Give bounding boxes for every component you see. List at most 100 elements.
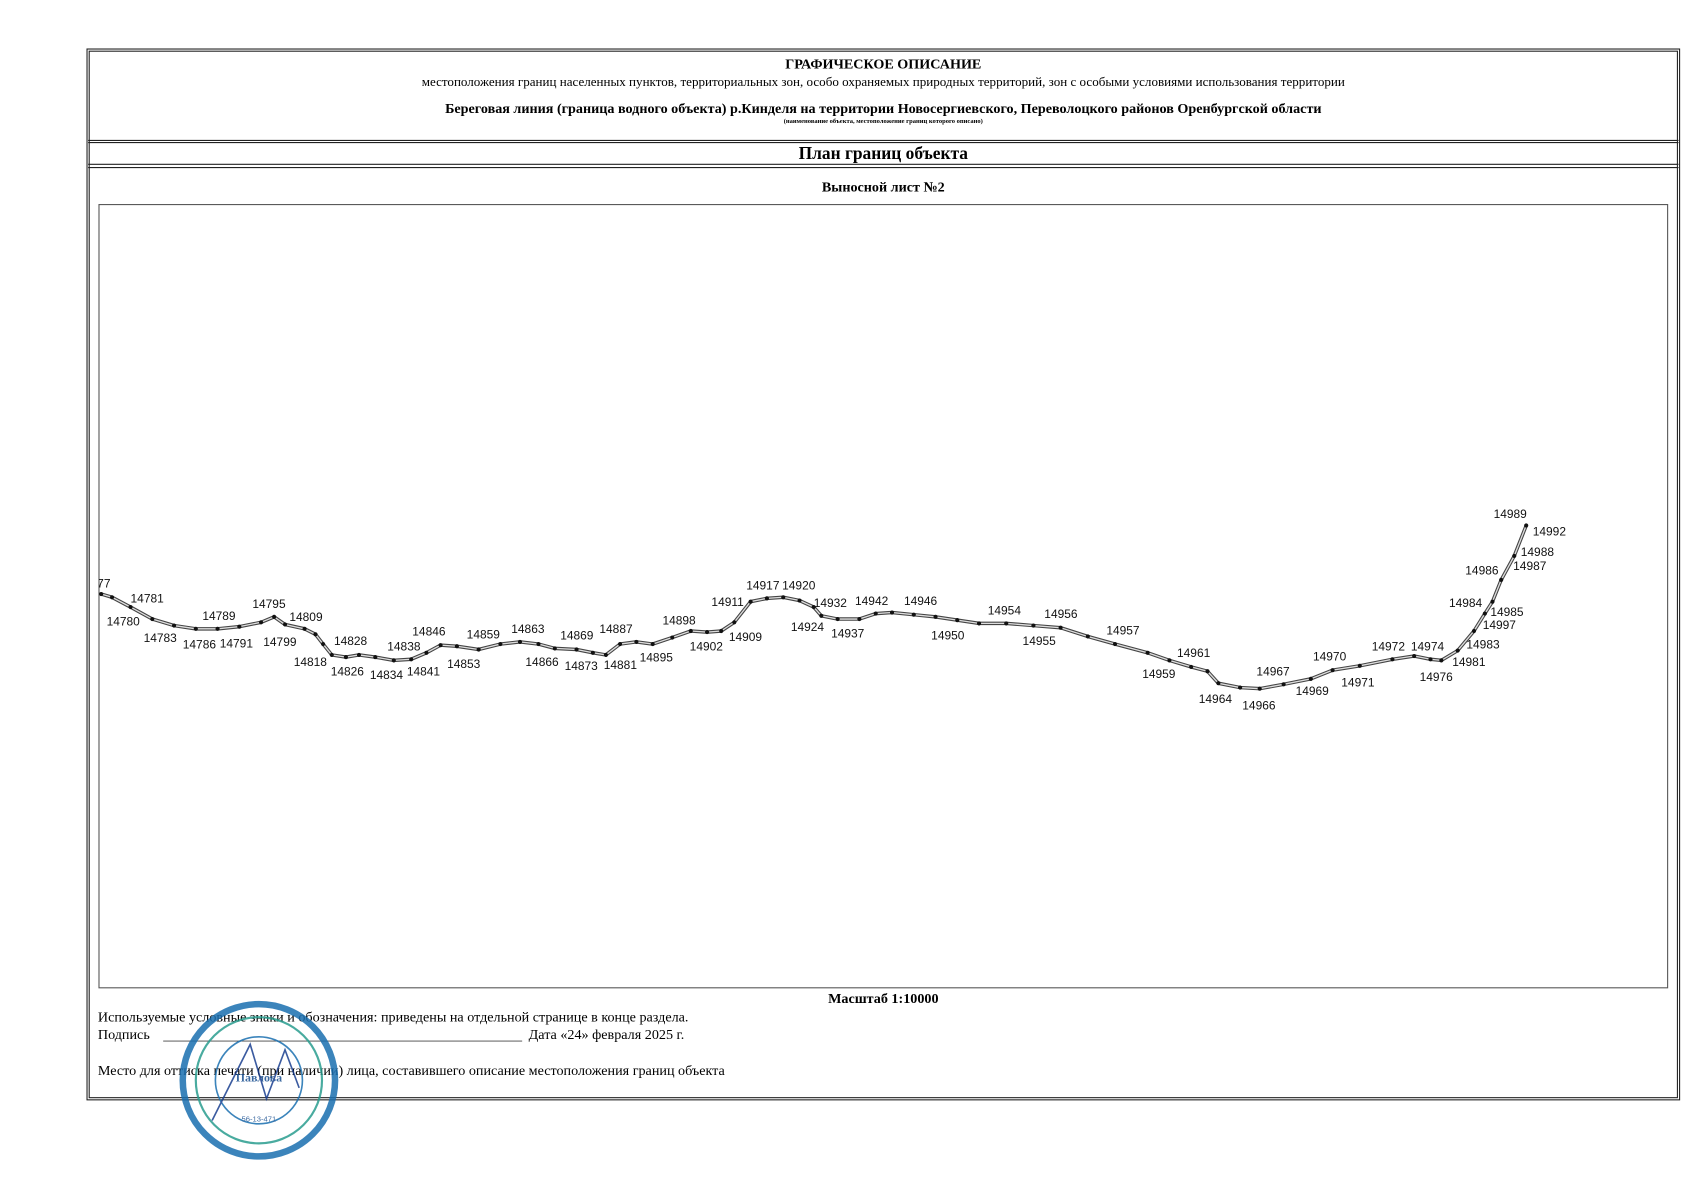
point-label: 14969 bbox=[1296, 684, 1330, 698]
point-label: 14970 bbox=[1313, 649, 1347, 663]
point-label: 14972 bbox=[1372, 640, 1406, 654]
boundary-point bbox=[617, 641, 623, 647]
boundary-point bbox=[373, 655, 378, 660]
boundary-point bbox=[1482, 611, 1487, 616]
boundary-point bbox=[811, 605, 816, 610]
boundary-point bbox=[1145, 650, 1150, 655]
point-label: 14942 bbox=[855, 594, 889, 608]
boundary-point bbox=[748, 599, 753, 604]
point-label: 14881 bbox=[604, 658, 638, 672]
point-label: 14799 bbox=[263, 635, 297, 649]
boundary-point bbox=[302, 626, 307, 631]
boundary-point bbox=[911, 612, 916, 617]
boundary-point bbox=[237, 624, 242, 629]
point-label: 14959 bbox=[1142, 667, 1176, 681]
boundary-point bbox=[590, 650, 595, 655]
point-label: 14866 bbox=[525, 655, 559, 669]
point-label: 14846 bbox=[412, 624, 446, 638]
point-label: 14955 bbox=[1023, 634, 1057, 648]
point-label: 14789 bbox=[202, 609, 236, 623]
point-label: 14826 bbox=[331, 665, 365, 679]
boundary-point bbox=[1281, 682, 1286, 687]
boundary-point bbox=[1471, 628, 1477, 634]
boundary-point bbox=[1390, 657, 1395, 662]
boundary-plan: 14777 14780 14781 14783 14786 14789 14791 14795… bbox=[99, 507, 1567, 712]
boundary-point bbox=[1512, 553, 1517, 559]
boundary-point bbox=[1308, 676, 1313, 681]
stamp-place: Место для оттиска печати (при наличии) л… bbox=[98, 1063, 726, 1079]
object-name: Береговая линия (граница водного объекта… bbox=[445, 101, 1321, 117]
boundary-point bbox=[797, 598, 802, 603]
point-label: 14781 bbox=[131, 592, 165, 606]
point-label: 14966 bbox=[1242, 698, 1276, 712]
boundary-point bbox=[272, 614, 277, 619]
point-label: 14987 bbox=[1513, 559, 1547, 573]
boundary-point bbox=[603, 652, 608, 658]
scale: Масштаб 1:10000 bbox=[828, 991, 938, 1007]
boundary-point bbox=[1357, 663, 1362, 668]
boundary-point bbox=[391, 658, 396, 663]
boundary-point bbox=[955, 618, 960, 623]
boundary-point bbox=[409, 657, 414, 662]
point-label: 14920 bbox=[782, 579, 816, 593]
boundary-point bbox=[857, 616, 862, 622]
boundary-point bbox=[1167, 658, 1172, 663]
sheet-title: Выносной лист №2 bbox=[822, 180, 945, 196]
boundary-point bbox=[321, 641, 326, 647]
point-label: 14902 bbox=[690, 640, 724, 654]
point-label: 14992 bbox=[1533, 524, 1567, 538]
doc-title: ГРАФИЧЕСКОЕ ОПИСАНИЕ bbox=[785, 57, 981, 73]
point-label: 14957 bbox=[1106, 623, 1140, 637]
point-label: 14795 bbox=[252, 597, 286, 611]
boundary-point bbox=[1524, 523, 1529, 528]
point-label: 14964 bbox=[1199, 692, 1233, 706]
point-label: 14809 bbox=[289, 610, 323, 624]
boundary-point bbox=[552, 646, 557, 651]
boundary-point bbox=[889, 610, 895, 615]
boundary-point bbox=[193, 626, 198, 631]
point-label: 14954 bbox=[988, 604, 1022, 618]
point-label: 14924 bbox=[791, 620, 825, 634]
stamp-number: 56-13-471 bbox=[242, 1115, 277, 1124]
point-label: 14985 bbox=[1490, 605, 1524, 619]
point-label: 14895 bbox=[640, 650, 674, 664]
boundary-point bbox=[313, 632, 318, 637]
point-label: 14818 bbox=[294, 655, 328, 669]
boundary-point bbox=[99, 591, 104, 597]
boundary-point bbox=[650, 641, 655, 647]
legend-note: Используемые условные знаки и обозначени… bbox=[98, 1010, 689, 1026]
signature-label: Подпись bbox=[98, 1027, 150, 1043]
boundary-point bbox=[171, 623, 177, 628]
point-label: 14976 bbox=[1420, 670, 1454, 684]
object-note: (наименование объекта, местоположение гр… bbox=[784, 118, 983, 125]
point-label: 14786 bbox=[183, 637, 217, 651]
point-label: 14853 bbox=[447, 657, 481, 671]
boundary-point bbox=[1004, 621, 1009, 626]
boundary-point bbox=[1455, 648, 1460, 653]
frames bbox=[86, 48, 1681, 1101]
boundary-point bbox=[1499, 577, 1504, 582]
boundary-point bbox=[976, 621, 982, 626]
boundary-point bbox=[424, 650, 429, 655]
boundary-point bbox=[215, 626, 220, 631]
point-label: 14887 bbox=[599, 622, 633, 636]
boundary-point bbox=[282, 622, 288, 627]
point-label: 14932 bbox=[814, 596, 848, 610]
point-label: 14950 bbox=[931, 629, 965, 643]
boundary-point bbox=[128, 605, 133, 610]
boundary-point bbox=[719, 628, 724, 634]
point-label: 14984 bbox=[1449, 596, 1483, 610]
section-title: План границ объекта bbox=[799, 143, 969, 163]
boundary-point bbox=[476, 647, 481, 652]
point-label: 14967 bbox=[1256, 665, 1290, 679]
point-label: 14838 bbox=[387, 640, 421, 654]
point-label: 14989 bbox=[1494, 507, 1528, 521]
point-label: 14983 bbox=[1466, 637, 1500, 651]
point-label: 14946 bbox=[904, 594, 938, 608]
stamp: Павлова 56-13-471 bbox=[179, 1000, 339, 1160]
boundary-point bbox=[536, 641, 541, 647]
boundary-point bbox=[819, 613, 824, 618]
point-label: 14974 bbox=[1411, 640, 1445, 654]
